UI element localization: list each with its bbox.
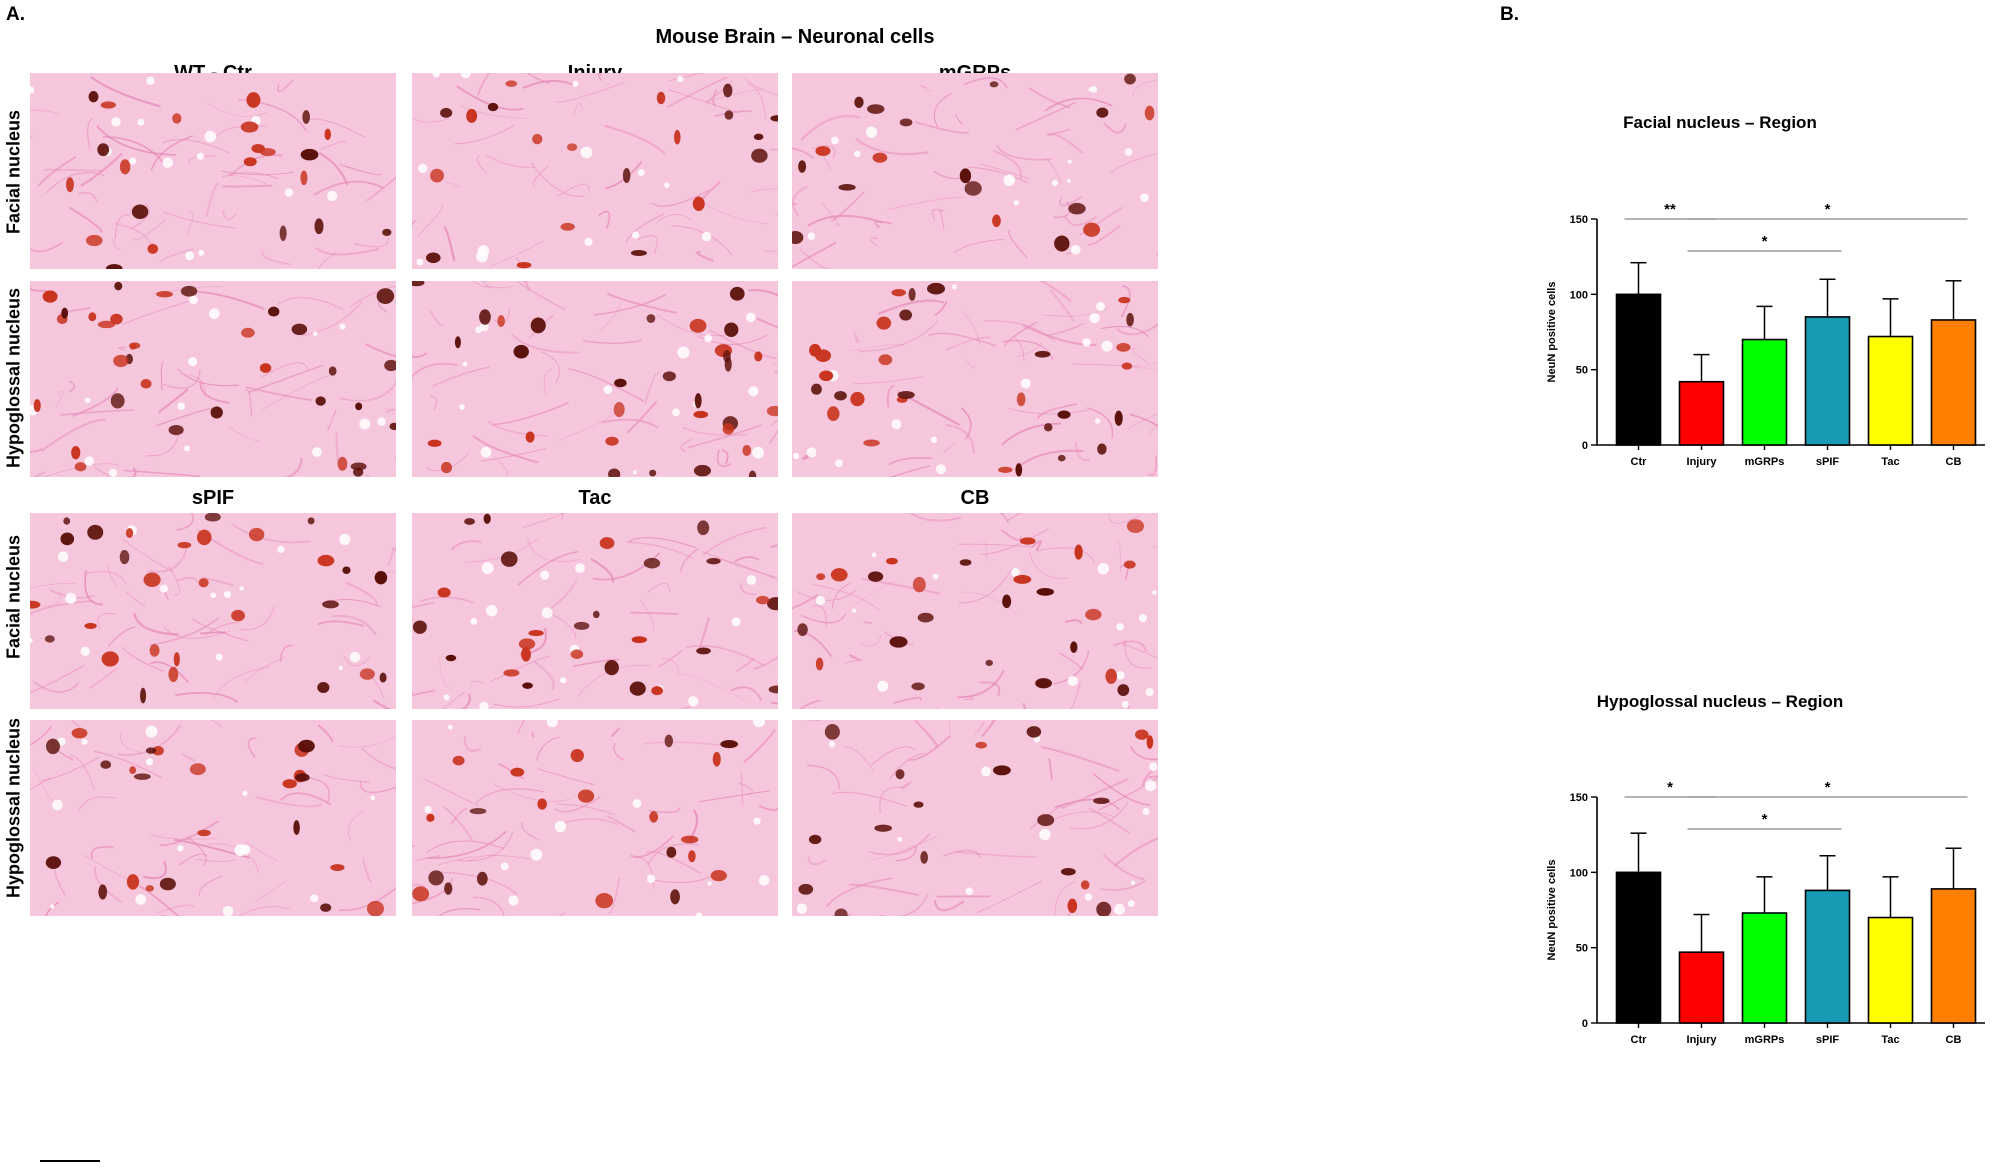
column-title-tac: Tac [578, 487, 612, 509]
chart-2-xtick-label: mGRPs [1745, 1034, 1785, 1046]
chart-1-xtick-label: Injury [1687, 456, 1718, 468]
micrograph-r4-c1 [30, 720, 396, 916]
chart-1-bar-injury [1678, 380, 1725, 446]
chart-2-ylabel: NeuN positive cells [1546, 860, 1558, 961]
chart-2-xtick-label: Injury [1687, 1034, 1718, 1046]
chart-1-title: Facial nucleus – Region [1623, 113, 1817, 132]
chart-1-xtick-label: sPIF [1816, 456, 1840, 468]
chart-1-xtick-label: mGRPs [1745, 456, 1785, 468]
chart-1-ytick-label: 0 [1582, 440, 1588, 452]
micrograph-r1-c3 [792, 73, 1158, 269]
chart-2-xtick-label: CB [1946, 1034, 1962, 1046]
chart-1-sig-label: * [1762, 233, 1768, 250]
chart-1-ytick-label: 50 [1576, 365, 1588, 377]
micrograph-r1-c1 [30, 73, 396, 269]
chart-2-title: Hypoglossal nucleus – Region [1596, 692, 1844, 711]
chart-2-xtick-label: sPIF [1816, 1034, 1840, 1046]
column-title-cb: CB [960, 487, 990, 509]
column-title-spif: sPIF [191, 487, 235, 509]
chart-2-sig-label: * [1667, 779, 1673, 796]
chart-2-bar-injury [1678, 951, 1725, 1024]
chart-1-xtick-label: Tac [1881, 456, 1899, 468]
chart-2-ytick-label: 50 [1576, 943, 1588, 955]
chart-1-ytick-label: 100 [1570, 289, 1588, 301]
row-label-hypoglossal-top: Hypoglossal nucleus [3, 287, 24, 469]
chart-2-sig-label: * [1825, 779, 1831, 796]
chart-2-bar-mgrps [1741, 912, 1788, 1024]
chart-1-bar-tac [1867, 335, 1914, 446]
chart-1-ytick-label: 150 [1570, 214, 1588, 226]
chart-1-sig-label: * [1825, 201, 1831, 218]
chart-2-xtick-label: Ctr [1631, 1034, 1648, 1046]
chart-1-bar-spif [1804, 316, 1851, 446]
chart-1-sig-label: ** [1664, 201, 1676, 218]
micrograph-r3-c2 [412, 513, 778, 709]
panel-a-letter: A. [6, 4, 25, 25]
row-label-hypoglossal-bottom: Hypoglossal nucleus [3, 717, 24, 899]
scale-bar [40, 1160, 100, 1162]
micrograph-r4-c3 [792, 720, 1158, 916]
micrograph-r3-c1 [30, 513, 396, 709]
chart-1-bar-cb [1930, 319, 1977, 446]
chart-2-bar-spif [1804, 889, 1851, 1024]
chart-1-bar-mgrps [1741, 338, 1788, 446]
row-label-facial-bottom: Facial nucleus [3, 534, 24, 660]
chart-facial-nucleus: 0 50 100 150 NeuN positive cells Ctr Injury mGR… [1546, 201, 1985, 468]
chart-2-ytick-label: 100 [1570, 867, 1588, 879]
chart-1-bar-ctr [1615, 293, 1662, 446]
micrograph-r4-c2 [412, 720, 778, 916]
chart-2-bar-cb [1930, 888, 1977, 1024]
micrograph-r3-c3 [792, 513, 1158, 709]
chart-2-sig-label: * [1762, 811, 1768, 828]
micrograph-r2-c3 [792, 281, 1158, 477]
chart-2-ytick-label: 0 [1582, 1018, 1588, 1030]
figure-title: Mouse Brain – Neuronal cells [655, 26, 935, 48]
chart-2-bar-ctr [1615, 871, 1662, 1024]
panel-b-letter: B. [1500, 4, 1519, 25]
chart-1-xtick-label: CB [1946, 456, 1962, 468]
row-label-facial-top: Facial nucleus [3, 109, 24, 235]
micrograph-r1-c2 [412, 73, 778, 269]
chart-1-xtick-label: Ctr [1631, 456, 1648, 468]
chart-2-bar-tac [1867, 916, 1914, 1024]
chart-2-ytick-label: 150 [1570, 792, 1588, 804]
micrograph-r2-c1 [30, 281, 396, 477]
micrograph-r2-c2 [412, 281, 778, 477]
chart-1-ylabel: NeuN positive cells [1546, 282, 1558, 383]
chart-2-xtick-label: Tac [1881, 1034, 1899, 1046]
chart-hypoglossal-nucleus: 0 50 100 150 NeuN positive cells Ctr Injury mGR… [1546, 779, 1985, 1046]
